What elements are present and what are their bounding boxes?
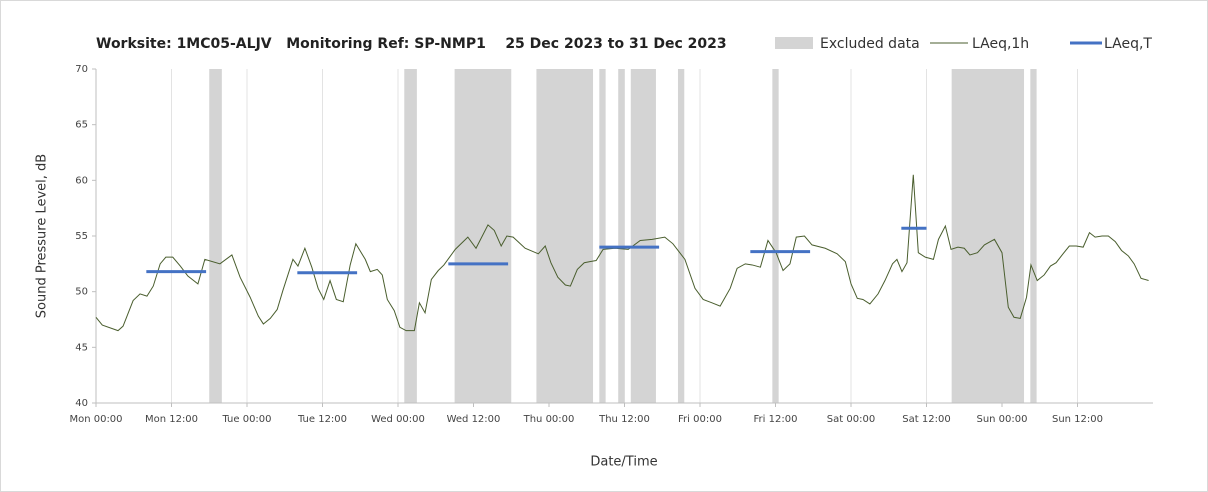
excluded-band: [951, 69, 1025, 403]
x-axis-label: Date/Time: [590, 455, 657, 470]
x-tick-label: Mon 12:00: [145, 414, 198, 425]
legend: Excluded data LAeq,1h LAeq,T: [775, 36, 1152, 52]
x-tick-label: Sun 12:00: [1052, 414, 1103, 425]
x-tick-label: Thu 12:00: [598, 414, 650, 425]
excluded-band: [618, 69, 625, 403]
y-tick-label: 45: [75, 342, 88, 353]
y-axis-label: Sound Pressure Level, dB: [35, 154, 50, 318]
y-tick-label: 40: [75, 398, 88, 409]
legend-label: LAeq,1h: [972, 36, 1029, 52]
x-tick-label: Fri 00:00: [678, 414, 722, 425]
series-line: [95, 174, 1149, 332]
excluded-band: [630, 69, 656, 403]
excluded-band: [772, 69, 779, 403]
excluded-band: [404, 69, 417, 403]
y-tick-label: 60: [75, 175, 88, 186]
excluded-band: [209, 69, 222, 403]
legend-label: LAeq,T: [1104, 36, 1152, 52]
excluded-band: [599, 69, 606, 403]
excluded-band: [454, 69, 512, 403]
excluded-band: [1030, 69, 1037, 403]
x-tick-label: Wed 12:00: [447, 414, 501, 425]
x-tick-label: Sat 00:00: [827, 414, 875, 425]
y-tick-label: 55: [75, 231, 88, 242]
x-tick-label: Tue 00:00: [221, 414, 271, 425]
excluded-band: [677, 69, 685, 403]
x-tick-label: Tue 12:00: [297, 414, 347, 425]
legend-label: Excluded data: [820, 36, 920, 52]
x-tick-label: Sun 00:00: [976, 414, 1027, 425]
x-tick-label: Fri 12:00: [754, 414, 798, 425]
legend-swatch: [775, 37, 813, 49]
x-tick-label: Mon 00:00: [69, 414, 122, 425]
x-tick-label: Sat 12:00: [902, 414, 950, 425]
x-tick-label: Wed 00:00: [371, 414, 425, 425]
y-tick-label: 70: [75, 64, 88, 75]
x-tick-label: Thu 00:00: [523, 414, 575, 425]
chart-title: Worksite: 1MC05-ALJV Monitoring Ref: SP-…: [96, 36, 727, 52]
y-tick-label: 65: [75, 120, 88, 131]
excluded-band: [536, 69, 594, 403]
y-tick-label: 50: [75, 287, 88, 298]
